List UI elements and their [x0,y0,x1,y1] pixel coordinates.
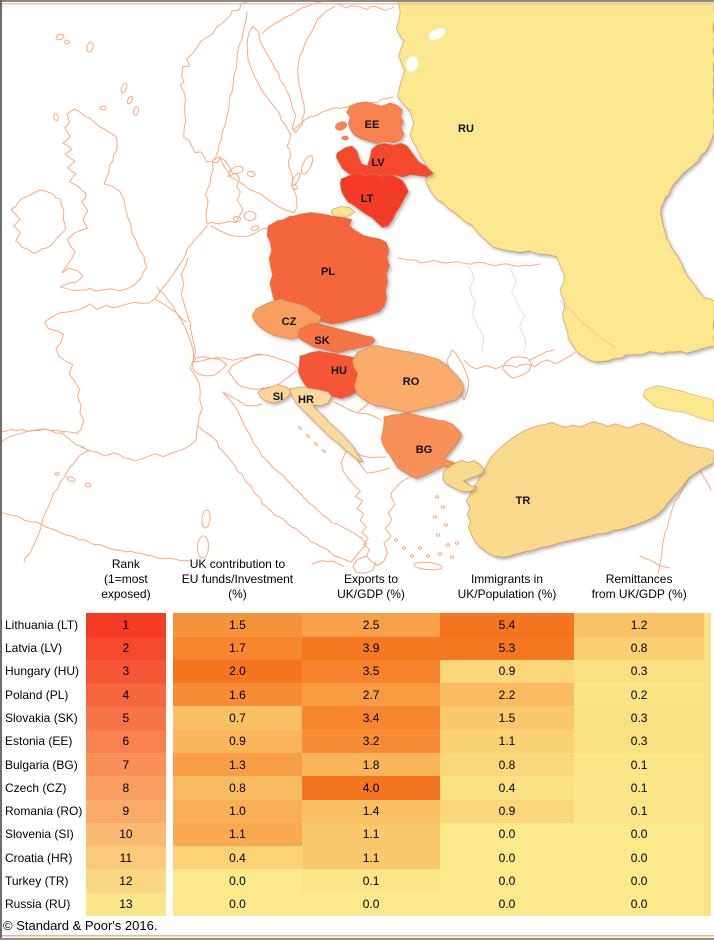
svg-text:RO: RO [403,376,420,388]
svg-text:BG: BG [416,444,433,456]
svg-text:EE: EE [365,119,380,131]
svg-text:CZ: CZ [282,316,297,328]
svg-text:LT: LT [361,193,374,205]
svg-text:SK: SK [314,335,329,347]
svg-text:LV: LV [371,157,385,169]
svg-text:SI: SI [273,391,283,403]
svg-text:RU: RU [458,123,474,135]
svg-text:PL: PL [321,266,335,278]
svg-text:TR: TR [516,495,531,507]
svg-text:HR: HR [298,394,314,406]
svg-text:HU: HU [331,365,347,377]
